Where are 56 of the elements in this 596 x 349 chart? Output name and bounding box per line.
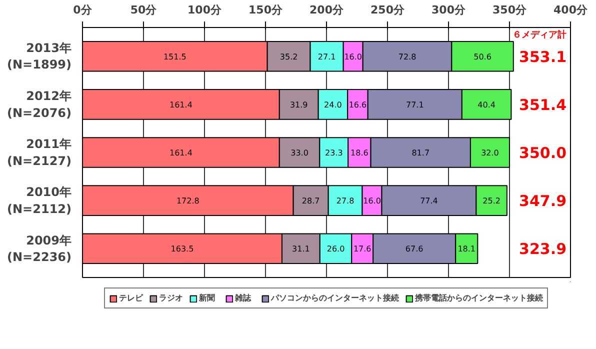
data-label: 31.1	[292, 244, 310, 254]
data-label: 77.1	[406, 100, 424, 110]
y-tick-label: 2009年 (N=2236)	[7, 233, 72, 264]
data-label: 23.3	[324, 148, 343, 158]
total-label: 347.9	[519, 192, 567, 210]
data-label: 77.4	[420, 196, 438, 206]
total-label: 350.0	[519, 144, 567, 162]
legend-label: 携帯電話からのインターネット接続	[415, 292, 543, 304]
x-tick-label: 150分	[248, 4, 284, 16]
legend-label: 雑誌	[235, 292, 252, 304]
x-tick-label: 250分	[370, 4, 406, 16]
x-tick-label: 400分	[554, 4, 588, 16]
x-tick-label: 0分	[73, 4, 93, 16]
y-tick-label: 2010年 (N=2112)	[7, 185, 72, 216]
x-tick-label: 350分	[492, 4, 528, 16]
data-label: 151.5	[163, 52, 186, 62]
data-label: 50.6	[474, 52, 492, 62]
y-tick-label: 2013年 (N=1899)	[7, 40, 72, 72]
total-label: 323.9	[519, 240, 567, 258]
annotation: ６メディア計	[512, 30, 566, 40]
y-tick-label: 2012年 (N=2076)	[7, 89, 72, 120]
data-label: 72.8	[398, 52, 416, 62]
total-label: 353.1	[519, 48, 567, 66]
data-label: 172.8	[176, 196, 200, 206]
data-label: 17.6	[353, 244, 372, 254]
legend-label: 新聞	[199, 292, 216, 304]
data-label: 67.6	[405, 244, 424, 254]
legend-label: パソコンからのインターネット接続	[271, 292, 399, 304]
data-label: 25.2	[482, 196, 500, 206]
data-label: 24.0	[324, 100, 342, 110]
data-label: 81.7	[412, 148, 430, 158]
data-label: 31.9	[290, 100, 308, 110]
x-tick-label: 200分	[310, 4, 344, 16]
data-label: 161.4	[170, 100, 192, 110]
data-label: 161.4	[170, 148, 192, 158]
legend-label: ラジオ	[159, 292, 183, 304]
x-tick-label: 300分	[432, 4, 466, 16]
data-label: 16.0	[344, 52, 362, 62]
data-label: 35.2	[280, 52, 298, 62]
x-tick-label: 100分	[188, 4, 222, 16]
data-label: 26.0	[326, 244, 345, 254]
data-label: 33.0	[290, 148, 308, 158]
x-tick-label: 50分	[130, 4, 158, 16]
data-label: 27.1	[318, 52, 336, 62]
data-label: 28.7	[302, 196, 320, 206]
total-label: 351.4	[519, 96, 567, 114]
data-label: 18.6	[350, 148, 368, 158]
data-label: 40.4	[478, 100, 496, 110]
data-label: 16.0	[363, 196, 381, 206]
legend-label: テレビ	[119, 292, 143, 304]
data-label: 18.1	[458, 244, 476, 254]
data-label: 16.6	[348, 100, 367, 110]
data-label: 32.0	[481, 148, 499, 158]
data-label: 163.5	[170, 244, 194, 254]
data-label: 27.8	[336, 196, 354, 206]
y-tick-label: 2011年 (N=2127)	[7, 137, 72, 168]
